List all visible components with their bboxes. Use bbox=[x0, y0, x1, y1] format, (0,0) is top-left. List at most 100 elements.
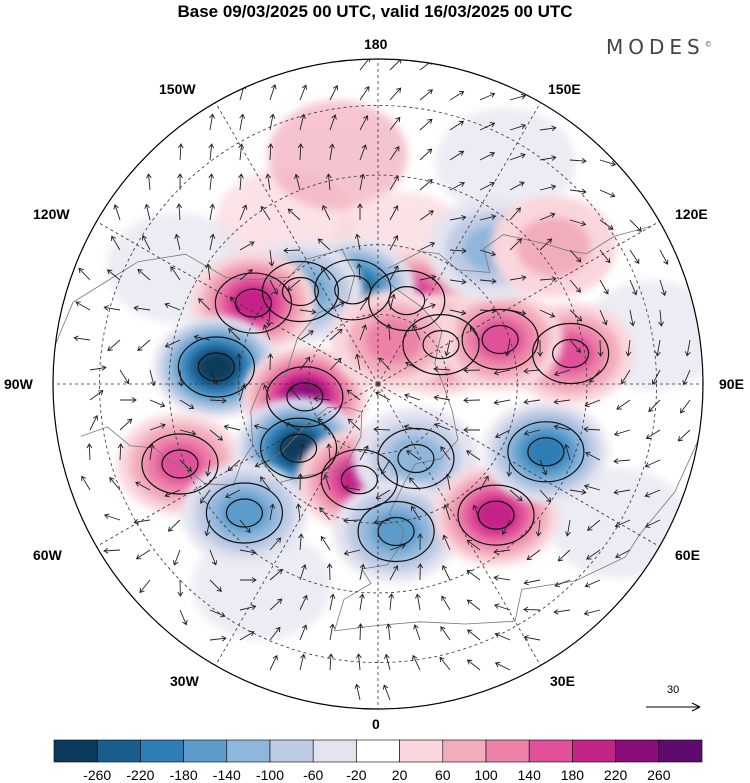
wind-vector-247 bbox=[375, 489, 391, 499]
wind-vector-319 bbox=[441, 595, 451, 611]
wind-vector-171 bbox=[589, 369, 601, 383]
wind-vector-108 bbox=[539, 276, 557, 282]
wind-vector-113 bbox=[75, 301, 91, 311]
wind-vector-142 bbox=[359, 324, 367, 341]
wind-vector-133 bbox=[73, 335, 91, 342]
streamline-14-b bbox=[527, 437, 565, 467]
wind-vector-143 bbox=[386, 323, 392, 341]
wind-vector-38 bbox=[569, 158, 587, 164]
wind-vector-285 bbox=[389, 543, 406, 551]
meridian-210 bbox=[215, 102, 379, 385]
wind-vector-240 bbox=[164, 489, 181, 498]
wind-vector-208 bbox=[434, 422, 451, 431]
anomaly-12-ring-3 bbox=[372, 512, 420, 551]
wind-vector-277 bbox=[135, 549, 151, 560]
wind-vector-163 bbox=[354, 353, 361, 371]
wind-vector-105 bbox=[449, 278, 467, 285]
wind-vector-305 bbox=[466, 569, 481, 581]
lon-label-120w: 120W bbox=[33, 206, 70, 222]
colorbar-swatch-5 bbox=[269, 739, 314, 763]
wind-vector-246 bbox=[343, 485, 361, 491]
wind-vector-297 bbox=[240, 577, 257, 583]
wind-vector-150 bbox=[597, 339, 604, 357]
wind-vector-26 bbox=[208, 143, 215, 161]
wind-vector-74 bbox=[111, 235, 121, 251]
wind-vector-194 bbox=[648, 399, 661, 413]
wind-vector-182 bbox=[289, 386, 301, 401]
wind-vector-185 bbox=[375, 391, 391, 401]
wind-vector-211 bbox=[523, 429, 541, 436]
wind-vector-132 bbox=[658, 309, 664, 327]
meridian-60 bbox=[377, 383, 660, 547]
wind-vector-96 bbox=[170, 266, 181, 281]
wind-vector-264 bbox=[319, 507, 331, 521]
wind-vector-42 bbox=[208, 173, 215, 191]
streamline-7-a bbox=[141, 433, 219, 495]
wind-vector-265 bbox=[343, 517, 361, 524]
wind-vector-338 bbox=[299, 653, 306, 671]
colorbar-tick-label: -20 bbox=[346, 767, 367, 783]
wind-vector-287 bbox=[442, 534, 451, 551]
wind-vector-286 bbox=[417, 533, 423, 551]
wind-vector-239 bbox=[135, 481, 151, 491]
colorbar-swatch-10 bbox=[485, 739, 530, 763]
colorbar-swatch-3 bbox=[183, 739, 228, 763]
wind-vector-216 bbox=[677, 429, 691, 442]
wind-vector-274 bbox=[614, 519, 631, 528]
wind-vector-298 bbox=[269, 569, 283, 581]
wind-vector-219 bbox=[148, 443, 155, 461]
meridian-30 bbox=[377, 383, 541, 666]
wind-vector-336 bbox=[523, 634, 541, 641]
wind-vector-266 bbox=[373, 519, 391, 525]
wind-vector-218 bbox=[117, 443, 124, 461]
wind-vector-70 bbox=[539, 212, 556, 221]
wind-vector-109 bbox=[569, 279, 581, 293]
wind-vector-39 bbox=[599, 159, 617, 167]
wind-vector-212 bbox=[553, 424, 571, 431]
wind-vector-28 bbox=[267, 143, 274, 161]
wind-vector-258 bbox=[133, 518, 151, 525]
wind-vector-165 bbox=[405, 361, 421, 371]
wind-vector-237 bbox=[81, 475, 91, 491]
wind-vector-34 bbox=[449, 150, 465, 161]
wind-vector-272 bbox=[565, 519, 571, 537]
wind-vector-234 bbox=[585, 451, 601, 461]
wind-vector-117 bbox=[198, 298, 211, 311]
wind-vector-283 bbox=[320, 535, 331, 551]
wind-vector-159 bbox=[236, 353, 242, 371]
wind-vector-69 bbox=[509, 207, 521, 221]
wind-vector-77 bbox=[209, 233, 216, 251]
wind-vector-161 bbox=[299, 356, 311, 371]
wind-vector-261 bbox=[239, 519, 251, 534]
colorbar-tick-label: -260 bbox=[83, 767, 112, 783]
wind-vector-186 bbox=[404, 393, 421, 401]
anomaly-bg-5 bbox=[435, 107, 576, 218]
wind-vector-89 bbox=[569, 249, 582, 263]
wind-vector-306 bbox=[493, 575, 511, 581]
streamline-6-b bbox=[286, 382, 324, 412]
wind-vector-107 bbox=[509, 275, 527, 281]
wind-vector-187 bbox=[433, 394, 451, 401]
wind-vector-160 bbox=[267, 353, 274, 371]
wind-vector-224 bbox=[299, 443, 306, 461]
map-boundary bbox=[52, 58, 704, 710]
wind-vector-188 bbox=[463, 397, 481, 404]
wind-vector-97 bbox=[205, 263, 212, 281]
wind-vector-83 bbox=[389, 235, 399, 251]
wind-vector-145 bbox=[444, 339, 451, 357]
colorbar-tick-label: -140 bbox=[212, 767, 241, 783]
anomaly-9-ring-3 bbox=[220, 493, 269, 533]
anomaly-bg-1 bbox=[267, 100, 408, 211]
wind-vector-44 bbox=[265, 173, 272, 191]
wind-vector-223 bbox=[254, 459, 271, 468]
anomaly-5-ring-6 bbox=[198, 352, 235, 382]
wind-vector-295 bbox=[177, 579, 184, 597]
wind-vector-13 bbox=[209, 113, 215, 131]
meridian-300 bbox=[96, 383, 379, 547]
streamline-12-a bbox=[357, 500, 435, 563]
wind-vector-56 bbox=[113, 203, 121, 221]
streamline-2-a bbox=[402, 314, 480, 376]
wind-vector-222 bbox=[227, 459, 241, 472]
wind-vector-195 bbox=[679, 399, 691, 414]
wind-vector-179 bbox=[209, 397, 227, 404]
